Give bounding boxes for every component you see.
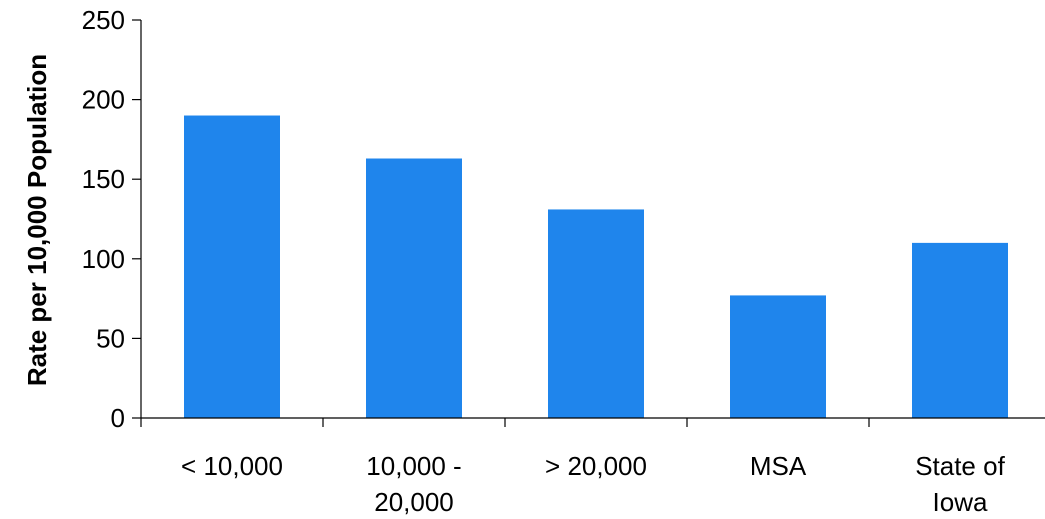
x-category-label-line: Iowa xyxy=(933,487,988,517)
x-category-label: MSA xyxy=(750,451,807,481)
x-category-label-line: State of xyxy=(915,451,1005,481)
x-category-label-line: < 10,000 xyxy=(181,451,283,481)
x-category-label-line: 20,000 xyxy=(374,487,454,517)
y-tick-label: 200 xyxy=(82,85,125,115)
y-axis-ticks: 0 50 100 150 200 250 xyxy=(82,5,141,433)
bars xyxy=(184,115,1008,419)
x-category-label-line: > 20,000 xyxy=(545,451,647,481)
x-category-label: > 20,000 xyxy=(545,451,647,481)
x-category-label-line: MSA xyxy=(750,451,807,481)
x-category-label-line: 10,000 - xyxy=(366,451,461,481)
bar xyxy=(366,158,462,418)
x-axis-labels: < 10,000 10,000 - 20,000 > 20,000 MSA State o… xyxy=(181,451,1006,517)
y-tick-label: 150 xyxy=(82,164,125,194)
y-tick-label: 250 xyxy=(82,5,125,35)
y-tick-label: 50 xyxy=(96,323,125,353)
y-tick-label: 100 xyxy=(82,244,125,274)
x-category-label: 10,000 - 20,000 xyxy=(366,451,461,517)
bar xyxy=(730,295,826,418)
y-axis-title: Rate per 10,000 Population xyxy=(22,54,52,386)
bar xyxy=(912,242,1008,418)
x-axis-ticks xyxy=(140,418,870,427)
x-category-label: < 10,000 xyxy=(181,451,283,481)
x-category-label: State of Iowa xyxy=(915,451,1005,517)
bar xyxy=(184,115,280,419)
bar xyxy=(548,209,644,418)
y-tick-label: 0 xyxy=(111,403,125,433)
